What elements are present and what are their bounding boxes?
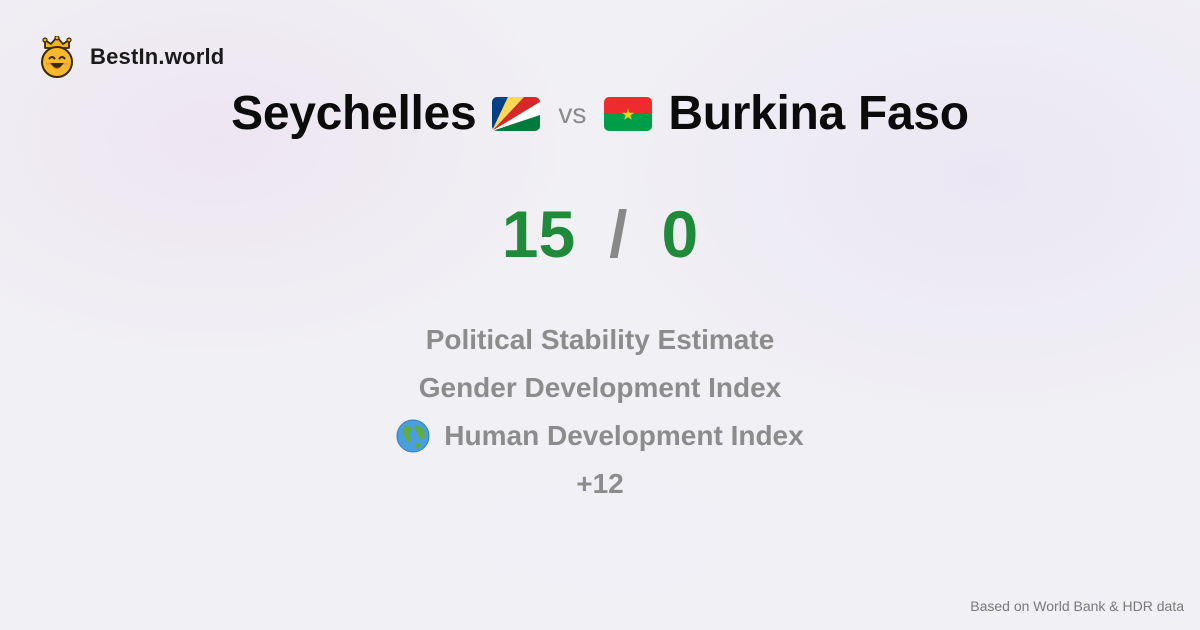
brand-name: BestIn.world [90, 44, 225, 69]
left-score: 15 [501, 197, 576, 271]
metric-item[interactable]: Gender Development Index [419, 364, 782, 412]
vs-label: vs [558, 97, 587, 129]
more-metrics-count[interactable]: +12 [576, 468, 624, 499]
crowned-smiley-icon [41, 36, 73, 78]
right-score: 0 [661, 197, 699, 271]
left-country-name[interactable]: Seychelles [231, 87, 477, 140]
right-country-name[interactable]: Burkina Faso [668, 87, 969, 140]
score-separator: / [609, 197, 628, 271]
score-row: 15 / 0 [0, 196, 1200, 272]
metric-label: Human Development Index [444, 420, 804, 451]
brand[interactable]: BestIn.world [38, 36, 224, 78]
comparison-title: Seychelles vs Burkina Faso [0, 86, 1200, 141]
metric-label: Gender Development Index [418, 372, 782, 403]
seychelles-flag-icon [492, 96, 541, 131]
metric-label: Political Stability Estimate [425, 324, 775, 355]
globe-icon [396, 419, 430, 453]
metrics-list: Political Stability Estimate Gender Deve… [0, 316, 1200, 508]
metric-item[interactable]: Human Development Index [396, 412, 804, 460]
data-source-note: Based on World Bank & HDR data [970, 598, 1184, 614]
burkina-faso-flag-icon [604, 96, 653, 131]
metric-item[interactable]: Political Stability Estimate [426, 316, 775, 364]
